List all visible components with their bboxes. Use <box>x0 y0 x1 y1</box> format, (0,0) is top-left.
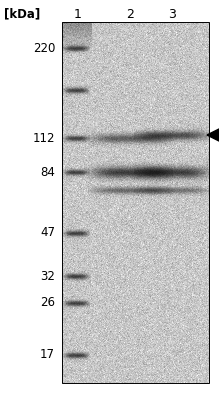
Text: 32: 32 <box>40 270 55 282</box>
Bar <box>62 22 209 383</box>
Text: 2: 2 <box>126 8 134 20</box>
Text: 17: 17 <box>40 348 55 362</box>
Text: 220: 220 <box>33 42 55 54</box>
Text: 112: 112 <box>32 132 55 144</box>
Text: 3: 3 <box>168 8 176 20</box>
Text: [kDa]: [kDa] <box>4 8 40 20</box>
Text: 1: 1 <box>74 8 82 20</box>
Text: 47: 47 <box>40 226 55 240</box>
Text: 84: 84 <box>40 166 55 178</box>
Text: 26: 26 <box>40 296 55 310</box>
Polygon shape <box>207 129 219 141</box>
